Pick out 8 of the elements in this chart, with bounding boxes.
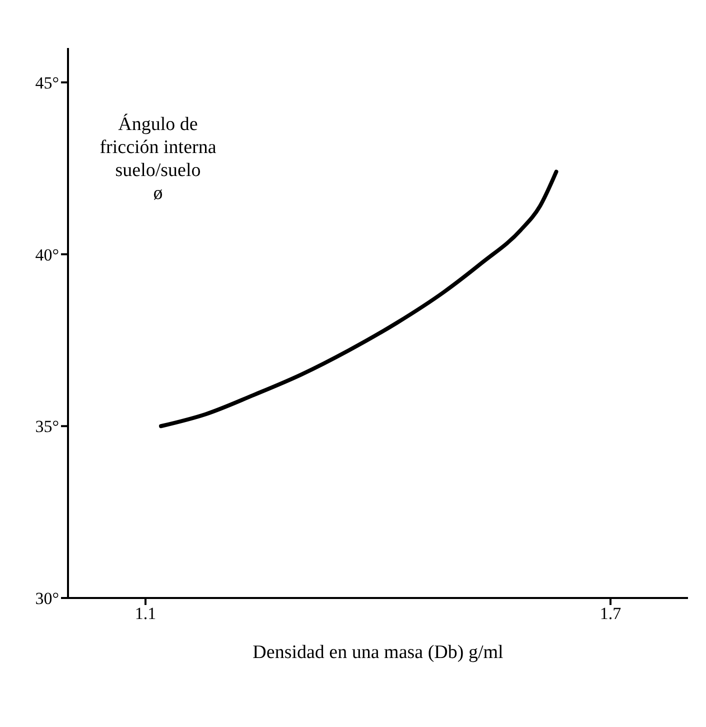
y-tick-label: 45° — [35, 73, 59, 92]
x-axis-title: Densidad en una masa (Db) g/ml — [252, 642, 504, 663]
y-axis-title: Ángulo de fricción interna suelo/suelo ø — [98, 113, 218, 205]
y-tick-label: 35° — [35, 417, 59, 436]
y-tick-label: 40° — [35, 245, 59, 264]
x-tick-label: 1.1 — [134, 604, 156, 624]
y-tick-label: 30° — [35, 589, 59, 608]
x-tick-label: 1.7 — [600, 604, 622, 624]
